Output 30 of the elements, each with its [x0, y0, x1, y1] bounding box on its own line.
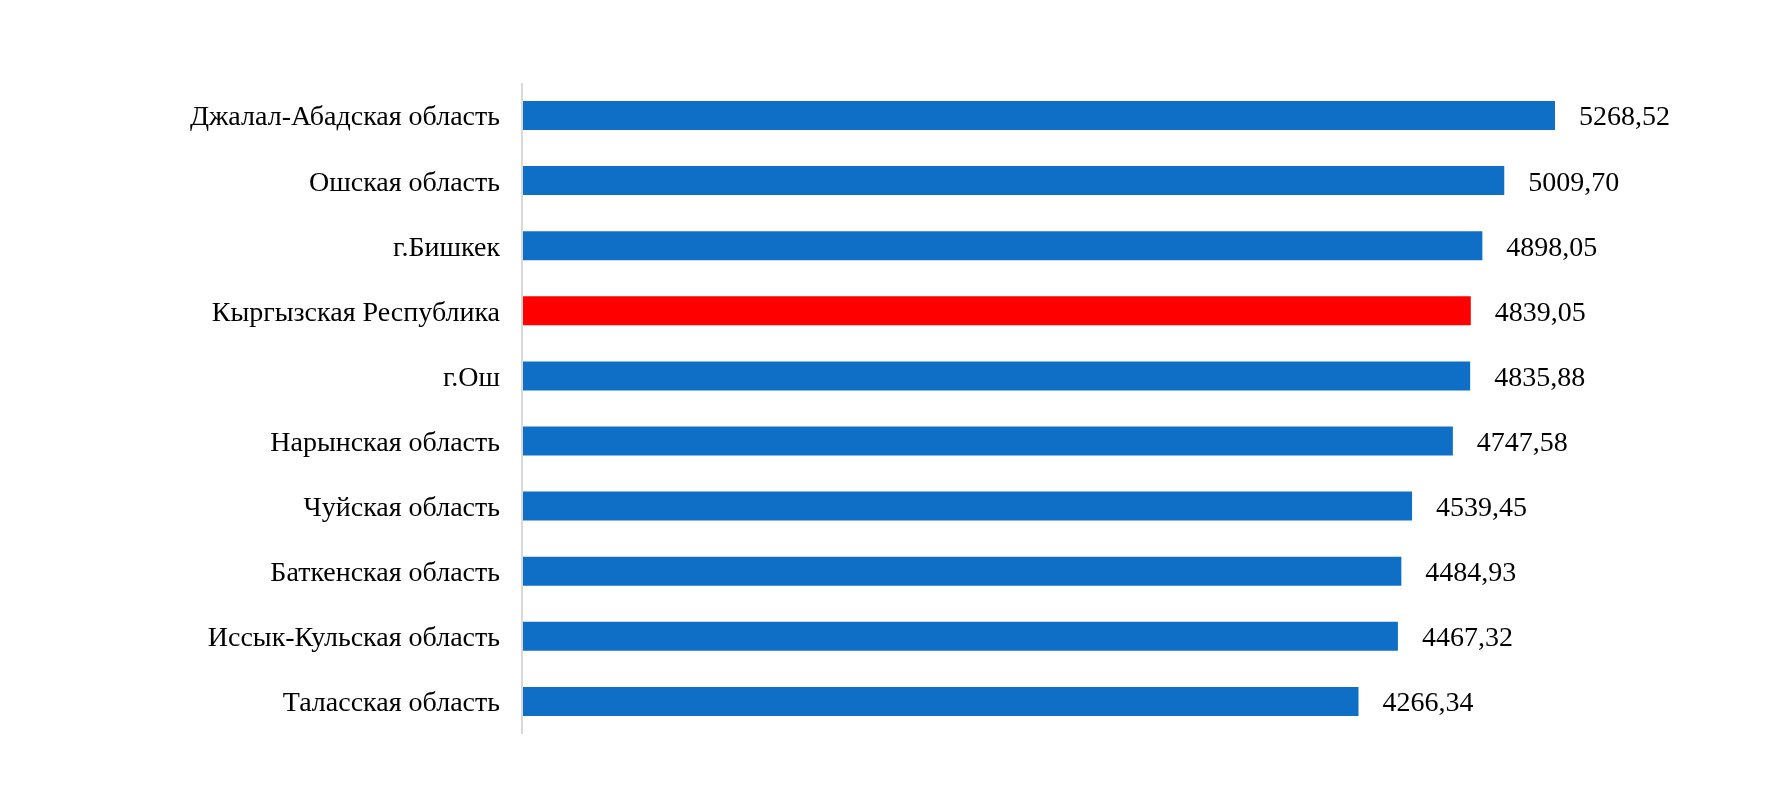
data-label: 4898,05 [1506, 230, 1598, 262]
data-label: 4835,88 [1494, 360, 1586, 392]
bar [522, 426, 1453, 456]
bar [522, 556, 1402, 586]
bar [522, 231, 1483, 261]
y-tick-label: Иссык-Кульская область [207, 621, 500, 653]
data-label: 5009,70 [1528, 165, 1620, 197]
y-tick-label: Чуйская область [303, 491, 500, 523]
data-label: 4839,05 [1494, 295, 1586, 327]
bar [522, 491, 1413, 521]
y-tick-label: Таласская область [282, 686, 500, 718]
data-label: 4539,45 [1436, 491, 1528, 523]
bar [522, 166, 1505, 196]
bar [522, 101, 1555, 130]
data-label: 4747,58 [1476, 425, 1568, 457]
bar [522, 296, 1471, 326]
bar [522, 361, 1471, 391]
y-tick-label: г.Бишкек [393, 230, 501, 262]
y-tick-label: Кыргызская Республика [211, 295, 501, 327]
y-tick-label: Нарынская область [270, 425, 500, 457]
y-tick-label: Ошская область [308, 165, 500, 197]
bar [522, 621, 1398, 651]
data-label: 4484,93 [1425, 556, 1517, 588]
bar [522, 686, 1359, 716]
y-tick-label: Баткенская область [270, 556, 500, 588]
data-label: 4266,34 [1382, 686, 1474, 718]
y-tick-label: Джалал-Абадская область [189, 100, 500, 132]
data-label: 4467,32 [1421, 621, 1513, 653]
y-tick-label: г.Ош [442, 360, 501, 392]
data-label: 5268,52 [1579, 100, 1670, 132]
